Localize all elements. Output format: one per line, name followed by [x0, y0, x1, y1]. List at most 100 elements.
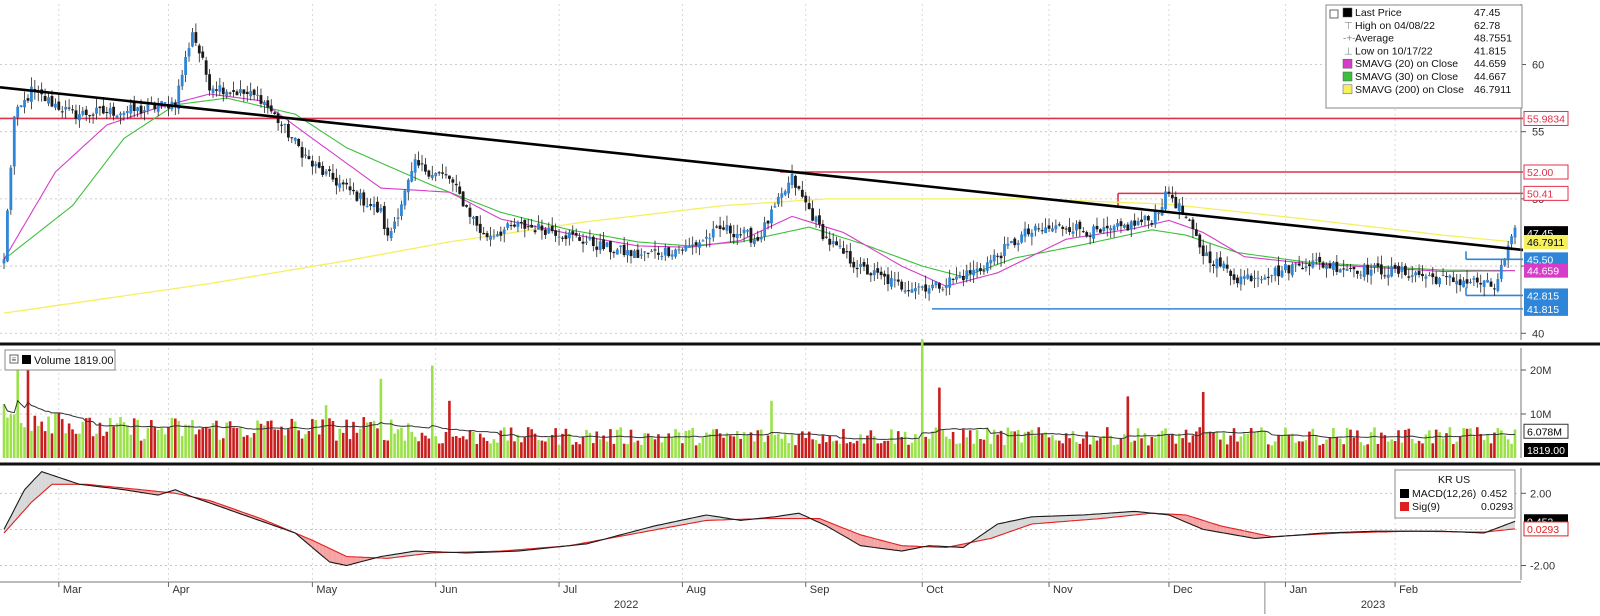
- x-year-label: 2023: [1361, 599, 1385, 611]
- candle-body: [1071, 231, 1075, 234]
- level-tag: 42.815: [1527, 290, 1559, 302]
- trendline: [0, 86, 1524, 252]
- macd-fill-segment: [319, 543, 323, 557]
- volume-bar: [1400, 442, 1404, 458]
- volume-bar: [592, 443, 595, 458]
- candle-body: [1188, 219, 1191, 221]
- volume-bar: [1506, 439, 1510, 458]
- volume-bar: [958, 443, 962, 458]
- macd-fill-segment: [326, 546, 330, 562]
- volume-bar: [211, 422, 215, 458]
- macd-fill-segment: [216, 502, 220, 507]
- candle-body: [1020, 234, 1024, 243]
- volume-bar: [400, 427, 403, 458]
- volume-bar: [979, 438, 982, 458]
- candle-body: [718, 225, 722, 229]
- macd-fill-segment: [977, 535, 981, 542]
- macd-fill-segment: [336, 551, 340, 565]
- candle-body: [543, 229, 547, 235]
- volume-bar: [102, 435, 105, 458]
- level-tag-bg: [1524, 288, 1568, 303]
- candle-body: [201, 51, 205, 58]
- macd-legend[interactable]: KR US MACD(12,26) 0.452 Sig(9) 0.0293: [1394, 469, 1516, 519]
- macd-fill-segment: [679, 520, 683, 526]
- volume-bar: [307, 431, 311, 458]
- volume-bar: [890, 429, 893, 458]
- candle-body: [12, 116, 16, 167]
- price-legend[interactable]: Last Price 47.45 ⊤ High on 04/08/22 62.78 -+-…: [1325, 4, 1523, 109]
- volume-bar: [927, 438, 931, 458]
- macd-fill-segment: [1508, 522, 1512, 530]
- candle-body: [1414, 272, 1418, 276]
- macd-fill-segment: [14, 502, 18, 522]
- macd-fill-segment: [1203, 520, 1207, 530]
- volume-bar: [276, 429, 280, 458]
- candle-body: [1194, 229, 1198, 236]
- volume-bar: [413, 436, 417, 458]
- candle-body: [328, 169, 331, 172]
- macd-fill-segment: [864, 535, 868, 547]
- volume-bar: [33, 415, 37, 458]
- volume-bar: [513, 441, 516, 458]
- candle-body: [1109, 228, 1113, 231]
- candle-body: [773, 206, 777, 208]
- volume-bar: [691, 427, 694, 458]
- candle-body: [1311, 260, 1315, 268]
- volume-bar: [886, 440, 890, 458]
- candle-body: [937, 283, 941, 289]
- candle-body: [30, 86, 33, 102]
- volume-bar: [1253, 432, 1256, 458]
- volume-bar: [293, 421, 297, 458]
- macd-fill-segment: [682, 519, 686, 525]
- volume-bar: [879, 443, 883, 458]
- candle-body: [1338, 269, 1342, 273]
- volume-bar: [71, 429, 74, 458]
- volume-bar: [115, 423, 119, 458]
- candle-body: [1212, 264, 1215, 267]
- volume-bar: [1414, 443, 1417, 458]
- candle-body: [101, 105, 105, 114]
- volume-bar: [273, 429, 276, 458]
- volume-legend-swatch: [22, 355, 31, 364]
- candle-body: [218, 85, 222, 92]
- volume-bar: [180, 436, 184, 458]
- candle-body: [1143, 216, 1147, 220]
- macd-fill-segment: [850, 530, 854, 542]
- candle-body: [797, 186, 801, 189]
- macd-legend-label: Sig(9): [1412, 501, 1440, 513]
- candle-body: [687, 245, 691, 247]
- volume-bar: [938, 387, 941, 458]
- candle-body: [1345, 268, 1349, 271]
- candle-body: [1191, 219, 1195, 229]
- macd-fill-segment: [1069, 515, 1073, 521]
- macd-panel: 2.00-2.00 0.4520.0293 KR USMACD(12,26)0.…: [0, 468, 1569, 580]
- candle-body: [869, 273, 873, 276]
- volume-bar: [1181, 438, 1184, 458]
- candle-body: [293, 137, 297, 141]
- volume-bar: [1356, 430, 1359, 458]
- volume-bar: [920, 339, 924, 458]
- candle-body: [1242, 276, 1246, 279]
- volume-bar: [677, 432, 681, 458]
- candle-body: [585, 241, 588, 243]
- candle-body: [1249, 275, 1253, 282]
- candle-body: [1376, 263, 1380, 267]
- x-tick-label: Dec: [1173, 584, 1193, 596]
- volume-bar: [245, 435, 249, 458]
- volume-bar: [1236, 441, 1239, 458]
- volume-bar: [533, 433, 537, 458]
- volume-legend[interactable]: ≡ Volume 1819.00: [4, 349, 116, 371]
- candle-body: [677, 249, 681, 251]
- volume-bar: [1174, 443, 1178, 458]
- candle-body: [2, 259, 6, 264]
- macd-fill-segment: [696, 516, 700, 523]
- macd-fill-segment: [888, 542, 892, 550]
- candle-body: [985, 262, 989, 271]
- volume-bar: [300, 438, 304, 458]
- candle-body: [434, 172, 438, 177]
- candle-body: [667, 247, 671, 257]
- volume-bar: [91, 436, 95, 458]
- candle-body: [221, 87, 225, 95]
- candle-body: [194, 32, 198, 43]
- volume-bar: [1034, 435, 1037, 458]
